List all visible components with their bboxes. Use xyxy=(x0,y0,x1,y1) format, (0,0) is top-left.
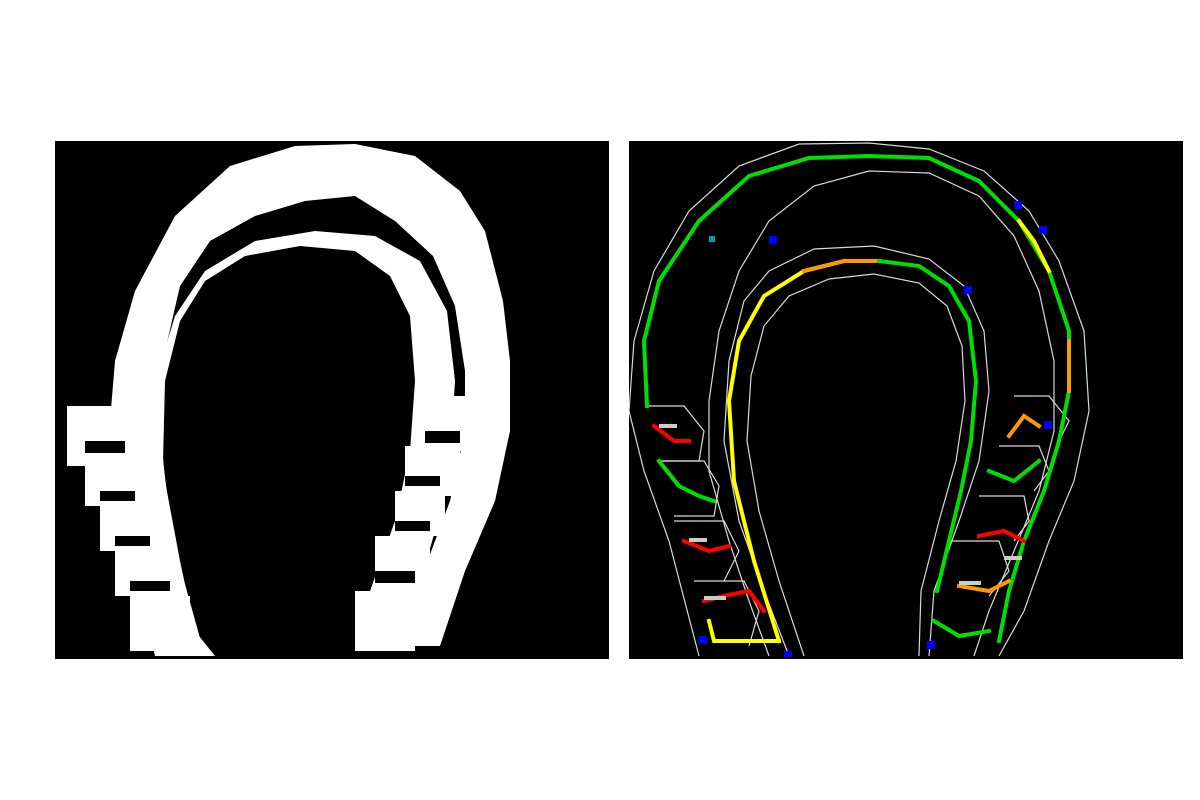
marker xyxy=(784,651,792,657)
skeleton-inner-arc xyxy=(726,258,847,644)
mask-toe-block xyxy=(130,596,190,651)
skeleton-toe-branch xyxy=(681,538,732,554)
skeleton-inner-arc xyxy=(801,259,881,274)
skeleton-toe-branch xyxy=(956,578,1012,594)
marker xyxy=(659,424,677,428)
skeleton-toe-branch xyxy=(986,458,1042,484)
contour-toe xyxy=(979,495,1030,542)
marker xyxy=(964,286,972,294)
contour-inner-inset xyxy=(746,273,966,657)
skeleton-toe-branch xyxy=(706,618,781,643)
skeleton-inner-arc xyxy=(876,258,979,594)
contour-toe xyxy=(999,445,1050,492)
marker xyxy=(699,636,707,644)
marker xyxy=(1004,556,1022,560)
contour-toe xyxy=(1014,395,1070,442)
mask-slits xyxy=(85,431,460,591)
marker xyxy=(689,538,707,542)
contour-lines xyxy=(629,142,1090,657)
mask-slit xyxy=(405,476,440,486)
skeleton-outer-arc-warm xyxy=(1016,218,1052,274)
contour-toe xyxy=(647,405,705,462)
binary-mask-panel xyxy=(55,141,609,659)
mask-slit xyxy=(115,536,150,546)
mask-slit xyxy=(130,581,170,591)
skeleton-toe-branch xyxy=(656,458,717,504)
marker xyxy=(1014,201,1022,209)
mask-slit xyxy=(85,441,125,453)
mask-slit xyxy=(395,521,430,531)
contour-inner xyxy=(723,245,990,657)
skeleton-toe-branch xyxy=(651,423,691,443)
mask-slit xyxy=(425,431,460,443)
mask-toe-block xyxy=(355,591,415,651)
marker xyxy=(769,236,777,244)
marker xyxy=(704,596,726,600)
skeleton-toe-branch xyxy=(701,588,767,614)
skeleton-toe-branch xyxy=(976,528,1027,544)
skeleton-toe-branch xyxy=(931,618,992,639)
skeleton-lines xyxy=(641,153,1071,644)
contour-toe xyxy=(659,460,720,517)
mask-slit xyxy=(100,491,135,501)
marker xyxy=(927,641,935,649)
mask-toe-block xyxy=(405,446,460,496)
binary-mask-image xyxy=(67,144,510,656)
marker xyxy=(959,581,981,585)
mask-toe-block xyxy=(67,406,127,466)
marker xyxy=(709,236,715,242)
marker xyxy=(1044,421,1052,429)
horseshoe-mask xyxy=(67,144,510,656)
skeleton-toe-branch xyxy=(1006,413,1042,439)
contour-toe xyxy=(674,520,740,582)
contour-outer xyxy=(629,142,1090,657)
skeleton-image xyxy=(629,142,1090,657)
mask-slit xyxy=(375,571,415,583)
skeleton-panel xyxy=(629,141,1183,659)
skeleton-outer-arc xyxy=(641,153,1071,644)
marker xyxy=(1039,226,1047,234)
skeleton-markers xyxy=(659,201,1052,657)
